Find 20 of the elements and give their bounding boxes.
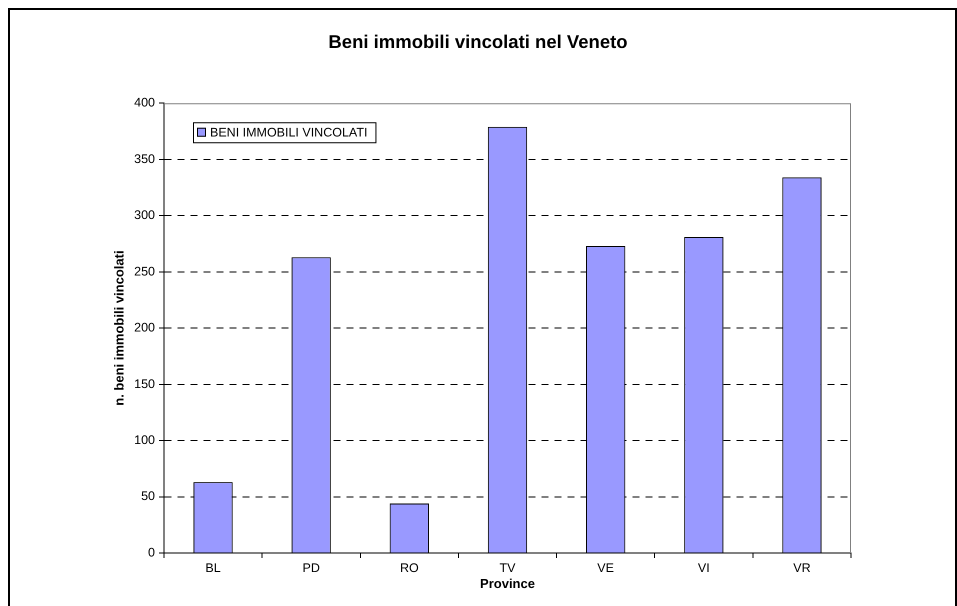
x-tick-label: PD [302,560,320,575]
x-tick-label: TV [500,560,516,575]
x-axis-title: Province [480,576,535,591]
x-tick-label: VE [597,560,614,575]
x-tick-label: BL [205,560,221,575]
x-tick-label: VR [793,560,811,575]
y-tick-label: 400 [134,96,156,110]
y-tick-label: 100 [134,433,156,448]
chart-title: Beni immobili vincolati nel Veneto [328,31,628,52]
y-tick-label: 50 [141,489,156,504]
y-axis-title: n. beni immobili vincolati [111,250,126,406]
y-tick-label: 150 [134,376,156,391]
x-tick-label: RO [400,560,420,575]
y-tick-label: 350 [134,152,156,166]
y-tick-label: 200 [134,320,156,335]
x-tick-label: VI [698,560,710,575]
legend-label: BENI IMMOBILI VINCOLATI [210,126,368,140]
y-tick-label: 250 [134,264,156,278]
y-tick-label: 300 [134,208,156,222]
y-tick-label: 0 [148,545,156,560]
